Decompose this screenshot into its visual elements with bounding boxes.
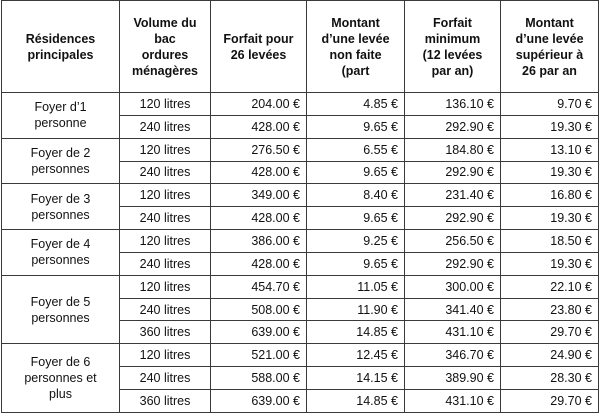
household-label: Foyer d’1 personne (1, 92, 120, 139)
minimum-rate-cell: 300.00 € (404, 274, 501, 299)
header-bin-volume: Volume du bac ordures ménagères (119, 0, 211, 93)
flat-rate-cell: 639.00 € (210, 320, 307, 345)
minimum-rate-cell: 292.90 € (404, 114, 501, 139)
table-row: 240 litres 428.00 € 9.65 € 292.90 € 19.3… (2, 206, 599, 231)
minimum-rate-cell: 292.90 € (404, 206, 501, 231)
minimum-rate-cell: 431.10 € (404, 388, 501, 414)
missed-pickup-cell: 12.45 € (306, 343, 405, 368)
minimum-rate-cell: 184.80 € (404, 137, 501, 162)
minimum-rate-cell: 389.90 € (404, 366, 501, 390)
minimum-rate-cell: 256.50 € (404, 229, 501, 253)
missed-pickup-cell: 9.25 € (306, 229, 405, 253)
extra-pickup-cell: 29.70 € (500, 320, 599, 345)
volume-cell: 120 litres (119, 229, 211, 253)
extra-pickup-cell: 16.80 € (500, 183, 599, 208)
extra-pickup-cell: 19.30 € (500, 206, 599, 231)
missed-pickup-cell: 14.85 € (306, 320, 405, 345)
table-row: Foyer d’1 personne 120 litres 204.00 € 4… (1, 92, 599, 139)
volume-cell: 240 litres (119, 297, 211, 322)
flat-rate-cell: 428.00 € (210, 160, 307, 185)
flat-rate-cell: 639.00 € (210, 388, 307, 414)
extra-pickup-cell: 19.30 € (500, 160, 599, 185)
household-label: Foyer de 5 personnes (1, 274, 120, 345)
header-missed-pickup-amount: Montant d’une levée non faite (part (306, 0, 405, 93)
flat-rate-cell: 386.00 € (210, 229, 307, 253)
flat-rate-cell: 521.00 € (210, 343, 307, 368)
extra-pickup-cell: 22.10 € (500, 274, 599, 299)
missed-pickup-cell: 6.55 € (306, 137, 405, 162)
household-label: Foyer de 3 personnes (1, 183, 120, 231)
missed-pickup-cell: 8.40 € (306, 183, 405, 208)
volume-cell: 120 litres (119, 343, 211, 368)
extra-pickup-cell: 13.10 € (500, 137, 599, 162)
volume-cell: 360 litres (119, 388, 211, 414)
table-row: Foyer de 6 personnes et plus 120 litres … (1, 343, 599, 413)
household-label: Foyer de 2 personnes (1, 137, 120, 185)
missed-pickup-cell: 14.15 € (306, 366, 405, 390)
volume-cell: 240 litres (119, 114, 211, 139)
flat-rate-cell: 588.00 € (210, 366, 307, 390)
missed-pickup-cell: 11.05 € (306, 274, 405, 299)
extra-pickup-cell: 24.90 € (500, 343, 599, 368)
volume-cell: 120 litres (119, 137, 211, 162)
flat-rate-cell: 428.00 € (210, 114, 307, 139)
header-flat-rate-26: Forfait pour 26 levées (210, 0, 307, 93)
minimum-rate-cell: 292.90 € (404, 160, 501, 185)
missed-pickup-cell: 9.65 € (306, 114, 405, 139)
extra-pickup-cell: 19.30 € (500, 114, 599, 139)
minimum-rate-cell: 341.40 € (404, 297, 501, 322)
header-minimum-flat-rate: Forfait minimum (12 levées par an) (404, 0, 501, 93)
table-row: Foyer de 4 personnes 120 litres 386.00 €… (1, 229, 599, 276)
flat-rate-cell: 349.00 € (210, 183, 307, 208)
missed-pickup-cell: 14.85 € (306, 388, 405, 414)
flat-rate-cell: 454.70 € (210, 274, 307, 299)
volume-cell: 120 litres (119, 274, 211, 299)
table-row: 240 litres 428.00 € 9.65 € 292.90 € 19.3… (2, 114, 599, 139)
extra-pickup-cell: 18.50 € (500, 229, 599, 253)
extra-pickup-cell: 9.70 € (500, 92, 599, 116)
household-label: Foyer de 4 personnes (1, 229, 120, 276)
table-row: Foyer de 3 personnes 120 litres 349.00 €… (1, 183, 599, 231)
table-row: Foyer de 5 personnes 120 litres 454.70 €… (1, 274, 599, 345)
table-row: 240 litres 428.00 € 9.65 € 292.90 € 19.3… (2, 251, 599, 276)
missed-pickup-cell: 9.65 € (306, 251, 405, 276)
extra-pickup-cell: 19.30 € (500, 251, 599, 276)
missed-pickup-cell: 11.90 € (306, 297, 405, 322)
minimum-rate-cell: 346.70 € (404, 343, 501, 368)
volume-cell: 360 litres (119, 320, 211, 345)
volume-cell: 120 litres (119, 183, 211, 208)
volume-cell: 240 litres (119, 366, 211, 390)
volume-cell: 240 litres (119, 251, 211, 276)
table-row: 360 litres 639.00 € 14.85 € 431.10 € 29.… (2, 388, 599, 414)
flat-rate-cell: 428.00 € (210, 206, 307, 231)
missed-pickup-cell: 9.65 € (306, 160, 405, 185)
extra-pickup-cell: 29.70 € (500, 388, 599, 414)
extra-pickup-cell: 28.30 € (500, 366, 599, 390)
flat-rate-cell: 508.00 € (210, 297, 307, 322)
volume-cell: 240 litres (119, 206, 211, 231)
flat-rate-cell: 276.50 € (210, 137, 307, 162)
missed-pickup-cell: 9.65 € (306, 206, 405, 231)
volume-cell: 240 litres (119, 160, 211, 185)
minimum-rate-cell: 431.10 € (404, 320, 501, 345)
household-label: Foyer de 6 personnes et plus (1, 343, 120, 413)
extra-pickup-cell: 23.80 € (500, 297, 599, 322)
flat-rate-cell: 204.00 € (210, 92, 307, 116)
flat-rate-cell: 428.00 € (210, 251, 307, 276)
minimum-rate-cell: 136.10 € (404, 92, 501, 116)
minimum-rate-cell: 231.40 € (404, 183, 501, 208)
table-row: 240 litres 508.00 € 11.90 € 341.40 € 23.… (2, 297, 599, 322)
missed-pickup-cell: 4.85 € (306, 92, 405, 116)
volume-cell: 120 litres (119, 92, 211, 116)
header-extra-pickup-amount: Montant d’une levée supérieur à 26 par a… (500, 0, 599, 93)
minimum-rate-cell: 292.90 € (404, 251, 501, 276)
table-row: Foyer de 2 personnes 120 litres 276.50 €… (1, 137, 599, 185)
header-residences: Résidences principales (1, 0, 120, 93)
header-row: Résidences principales Volume du bac ord… (1, 0, 599, 93)
